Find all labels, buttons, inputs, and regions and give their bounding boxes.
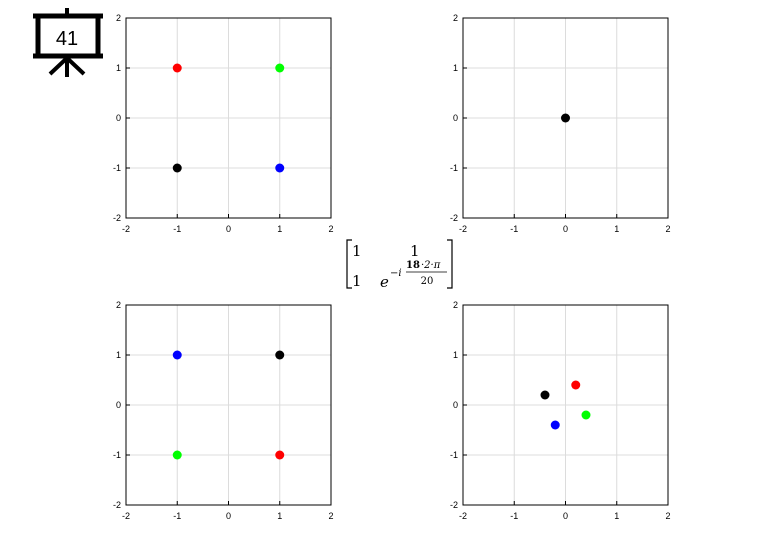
matrix-exp-prefix: −i	[390, 268, 402, 279]
x-tick-label: 0	[226, 224, 231, 234]
y-tick-label: 1	[116, 350, 121, 360]
y-tick-label: -2	[450, 500, 458, 510]
x-tick-label: 1	[614, 511, 619, 521]
y-tick-label: 0	[453, 400, 458, 410]
y-tick-label: -2	[450, 213, 458, 223]
data-point	[172, 63, 182, 73]
x-tick-label: -2	[122, 511, 130, 521]
y-tick-label: 1	[453, 63, 458, 73]
x-tick-label: -1	[173, 224, 181, 234]
y-tick-label: -1	[450, 450, 458, 460]
x-tick-label: 0	[226, 511, 231, 521]
x-tick-label: -1	[173, 511, 181, 521]
matrix-exp-rest: ·2·π	[421, 260, 441, 271]
scatter-plot-4: -2 -1 0 1 2 2 1 0 -1 -2	[450, 300, 671, 521]
x-tick-label: 1	[277, 224, 282, 234]
data-point	[561, 113, 570, 123]
data-point	[540, 390, 550, 400]
y-tick-label: 2	[453, 300, 458, 310]
x-tick-label: 2	[328, 511, 333, 521]
x-tick-label: -1	[510, 511, 518, 521]
y-tick-label: 0	[116, 113, 121, 123]
scatter-plot-2: -2 -1 0 1 2 2 1 0 -1 -2	[450, 13, 671, 234]
matrix-exp-base: e	[380, 273, 389, 291]
presentation-board-icon: 41	[33, 8, 103, 77]
y-tick-label: -1	[113, 450, 121, 460]
matrix-exp-highlight: 18	[406, 260, 420, 271]
x-tick-label: 2	[665, 224, 670, 234]
y-tick-label: 0	[116, 400, 121, 410]
x-tick-label: -1	[510, 224, 518, 234]
y-tick-label: 2	[116, 300, 121, 310]
data-point	[275, 63, 285, 73]
y-tick-label: 1	[453, 350, 458, 360]
data-point	[172, 450, 182, 460]
data-point	[275, 163, 285, 173]
x-tick-label: -2	[459, 224, 467, 234]
x-tick-label: 1	[277, 511, 282, 521]
y-tick-label: -1	[113, 163, 121, 173]
matrix-r1c2: 1	[410, 242, 420, 260]
matrix-exp-denominator: 20	[421, 276, 434, 287]
y-tick-label: -2	[113, 500, 121, 510]
data-point	[172, 350, 182, 360]
x-tick-label: 2	[665, 511, 670, 521]
matrix-r1c1: 1	[352, 242, 362, 260]
slide-number: 41	[56, 28, 78, 50]
data-point	[172, 163, 182, 173]
scatter-plot-3: -2 -1 0 1 2 2 1 0 -1 -2	[113, 300, 334, 521]
data-point	[550, 420, 560, 430]
y-tick-label: -2	[113, 213, 121, 223]
data-point	[581, 410, 591, 420]
x-tick-label: 2	[328, 224, 333, 234]
y-tick-label: 2	[116, 13, 121, 23]
x-tick-label: -2	[459, 511, 467, 521]
data-point	[275, 450, 285, 460]
data-point	[275, 350, 285, 360]
x-tick-label: 0	[563, 224, 568, 234]
y-tick-label: 0	[453, 113, 458, 123]
x-tick-label: -2	[122, 224, 130, 234]
dft-matrix: 1 1 1 e −i 18 ·2·π 20	[346, 239, 453, 291]
y-tick-label: 1	[116, 63, 121, 73]
y-tick-label: 2	[453, 13, 458, 23]
data-point	[571, 380, 581, 390]
matrix-r2c1: 1	[352, 272, 362, 290]
x-tick-label: 1	[614, 224, 619, 234]
y-tick-label: -1	[450, 163, 458, 173]
x-tick-label: 0	[563, 511, 568, 521]
scatter-plot-1: -2 -1 0 1 2 2 1 0 -1 -2	[113, 13, 334, 234]
